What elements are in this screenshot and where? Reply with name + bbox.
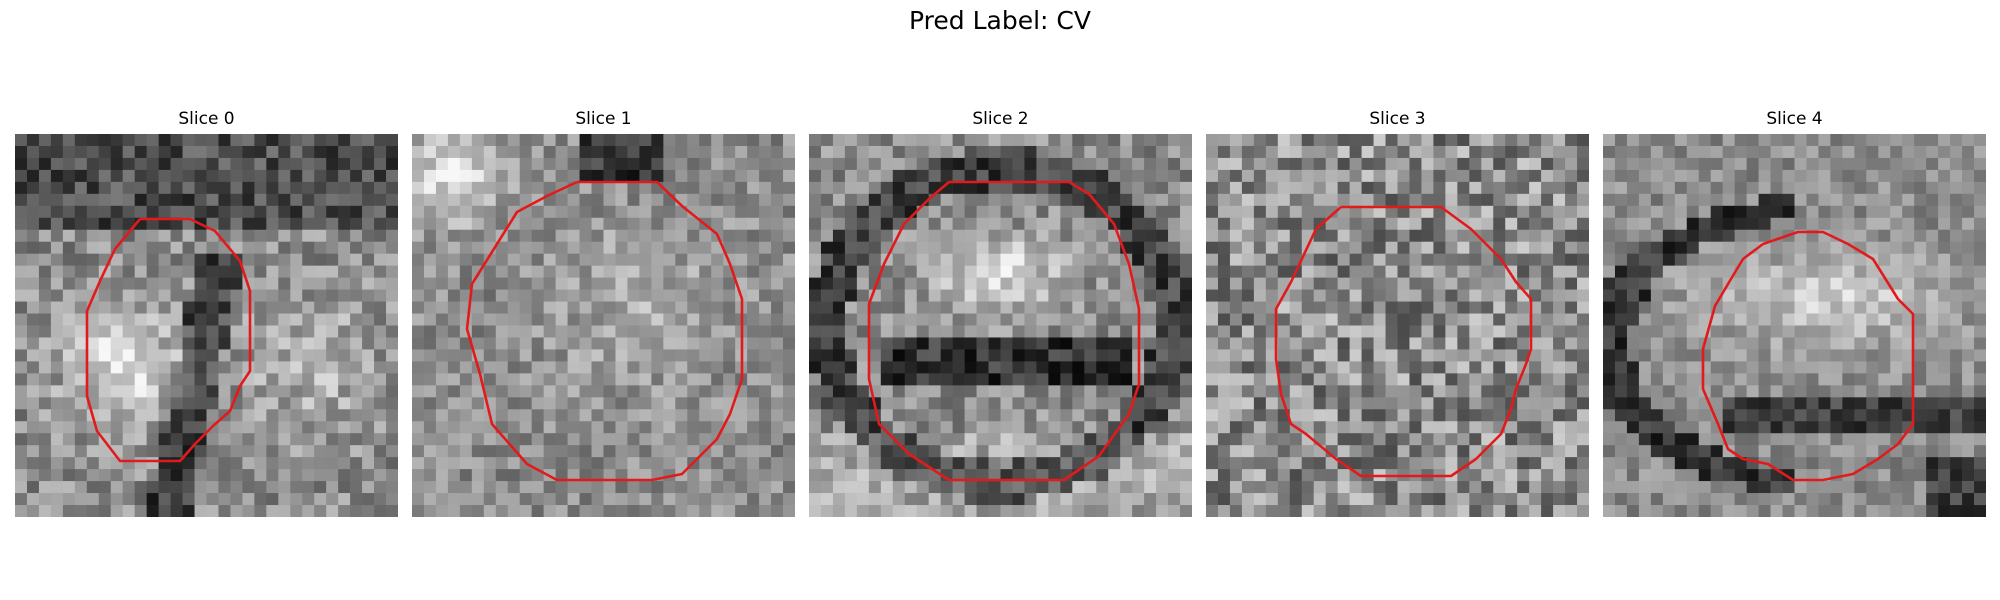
panel-title-1: Slice 1 [575,109,632,129]
slice-panel-3 [1206,134,1589,517]
roi-contour-4 [1701,230,1915,482]
slice-image-1 [412,134,795,517]
slice-image-2 [809,134,1192,517]
slice-panel-4 [1603,134,1986,517]
slice-panel-0 [15,134,398,517]
roi-contour-1 [465,180,744,482]
figure-title: Pred Label: CV [909,6,1091,35]
slice-image-3 [1206,134,1589,517]
roi-contour-0 [85,217,252,463]
panel-title-4: Slice 4 [1766,109,1823,129]
panel-title-0: Slice 0 [178,109,235,129]
panel-title-2: Slice 2 [972,109,1029,129]
slice-image-4 [1603,134,1986,517]
slice-panel-1 [412,134,795,517]
slice-image-0 [15,134,398,517]
panel-title-3: Slice 3 [1369,109,1426,129]
roi-contour-3 [1274,205,1533,478]
slice-panel-2 [809,134,1192,517]
roi-contour-2 [867,180,1141,482]
